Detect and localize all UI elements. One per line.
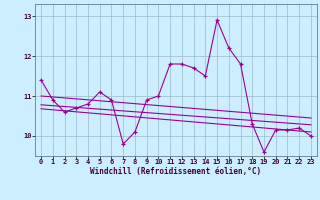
X-axis label: Windchill (Refroidissement éolien,°C): Windchill (Refroidissement éolien,°C) — [91, 167, 261, 176]
